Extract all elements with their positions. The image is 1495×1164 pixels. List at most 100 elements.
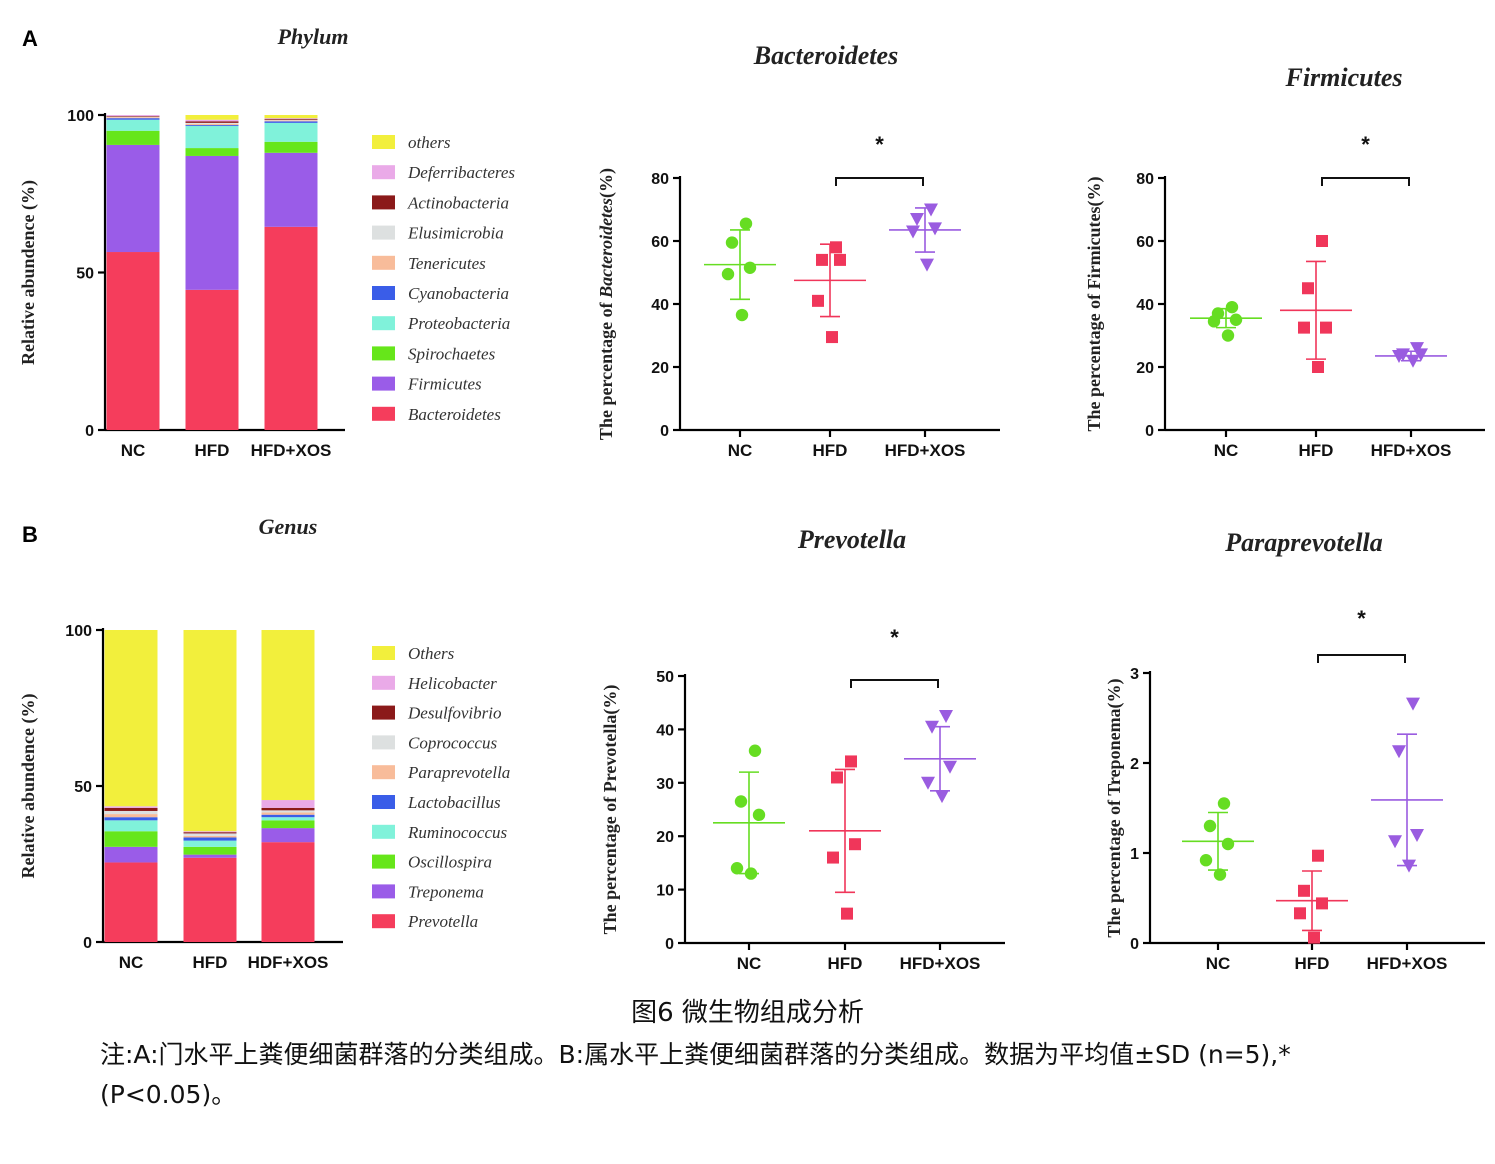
bar-segment-nc-cyanobacteria: [106, 118, 160, 120]
data-point-nc: [743, 261, 757, 274]
y-axis-label-prefix: The percentage of: [596, 298, 616, 440]
legend-swatch-ruminococcus: [372, 824, 395, 839]
data-point-hfd-xos: [920, 258, 934, 272]
x-tick-label-hfd-xos: HFD+XOS: [1367, 954, 1448, 973]
data-point-nc: [725, 236, 739, 249]
legend-label-firmicutes: Firmicutes: [407, 375, 482, 394]
y-tick-label: 40: [1136, 297, 1154, 314]
bar-segment-hfd-xos-deferribacteres: [264, 118, 318, 119]
legend-label-prevotella: Prevotella: [407, 912, 478, 931]
data-point-nc: [734, 795, 748, 808]
y-tick-label: 30: [656, 776, 674, 793]
panel-letter-b: B: [22, 522, 38, 547]
legend-swatch-coprococcus: [372, 735, 395, 750]
bar-segment-hfd-xos-spirochaetes: [264, 141, 318, 153]
y-axis-label-prefix: The percentage of: [1104, 796, 1124, 938]
y-tick-label: 20: [656, 829, 674, 846]
legend-label-spirochaetes: Spirochaetes: [408, 344, 496, 363]
legend-label-tenericutes: Tenericutes: [408, 254, 486, 273]
x-tick-label-hfd: HFD: [828, 954, 863, 973]
bar-segment-hfd-paraprevotella: [183, 835, 237, 838]
significance-bracket: [835, 177, 924, 186]
data-point-hfd: [1316, 235, 1328, 247]
y-tick-label: 0: [665, 936, 674, 953]
x-tick-label-hfd: HFD: [193, 953, 228, 972]
significance-bracket: [1321, 177, 1410, 186]
y-tick-label: 2: [1130, 756, 1139, 773]
legend-swatch-prevotella: [372, 914, 395, 929]
y-axis-label: Relative abundence (%): [18, 694, 39, 879]
legend-label-bacteroidetes: Bacteroidetes: [408, 405, 501, 424]
data-point-hfd-xos: [906, 225, 920, 239]
bar-segment-hfd-cyanobacteria: [185, 125, 239, 127]
legend-swatch-treponema: [372, 884, 395, 899]
data-point-hfd: [1316, 897, 1328, 910]
bar-segment-hfd-firmicutes: [185, 155, 239, 290]
data-point-nc: [1229, 313, 1243, 326]
data-point-hfd: [831, 771, 843, 784]
data-point-hfd: [816, 253, 828, 266]
bar-segment-hfd-xos-bacteroidetes: [264, 226, 318, 430]
bar-segment-nc-lactobacillus: [104, 817, 158, 821]
bar-segment-hdf-xos-others: [261, 630, 315, 801]
data-point-nc: [739, 217, 753, 230]
legend-swatch-others: [372, 646, 395, 660]
y-tick-label: 20: [1136, 360, 1154, 377]
bar-segment-hdf-xos-helicobacter: [261, 800, 315, 808]
data-point-hfd: [845, 755, 857, 768]
bar-segment-hfd-xos-firmicutes: [264, 152, 318, 227]
x-tick-label-nc: NC: [121, 441, 146, 460]
data-point-nc: [1203, 819, 1217, 833]
bar-segment-nc-spirochaetes: [106, 130, 160, 145]
bar-segment-nc-proteobacteria: [106, 119, 160, 131]
significance-star: *: [875, 132, 884, 157]
data-point-hfd-xos: [1388, 835, 1402, 849]
legend-swatch-actinobacteria: [372, 195, 395, 210]
y-axis-label: The percentage of Prevotella(%): [600, 685, 621, 935]
data-point-nc: [735, 308, 749, 322]
significance-bracket: [1317, 654, 1406, 663]
data-point-hfd: [1298, 884, 1310, 897]
bar-segment-hdf-xos-desulfovibrio: [261, 807, 315, 811]
bar-segment-nc-others: [104, 630, 158, 807]
data-point-hfd: [1312, 849, 1324, 862]
legend-swatch-paraprevotella: [372, 765, 395, 780]
legend-swatch-cyanobacteria: [372, 286, 395, 300]
data-point-nc: [1207, 315, 1221, 328]
legend-label-cyanobacteria: Cyanobacteria: [408, 284, 509, 303]
bar-segment-nc-oscillospira: [104, 831, 158, 847]
data-point-nc: [1217, 797, 1231, 810]
legend-swatch-proteobacteria: [372, 316, 395, 331]
bar-segment-nc-firmicutes: [106, 144, 160, 253]
y-axis-label-suffix: Firmicutes(%): [1084, 176, 1105, 289]
data-point-hfd: [812, 294, 824, 307]
chart-title: Phylum: [277, 24, 349, 49]
y-axis-label: The percentage of Bacteroidetes(%): [596, 168, 617, 440]
y-tick-label: 50: [76, 266, 94, 283]
data-point-hfd-xos: [928, 222, 942, 236]
bar-segment-hfd-desulfovibrio: [183, 832, 237, 834]
x-tick-label-hfd-xos: HFD+XOS: [900, 954, 981, 973]
chart-title: Paraprevotella: [1224, 528, 1382, 557]
bar-segment-hfd-xos-actinobacteria: [264, 118, 318, 120]
bar-segment-hdf-xos-treponema: [261, 828, 315, 843]
data-point-hfd-xos: [1392, 349, 1406, 363]
bar-segment-nc-desulfovibrio: [104, 807, 158, 811]
legend-label-elusimicrobia: Elusimicrobia: [407, 224, 504, 243]
bar-segment-hfd-proteobacteria: [185, 126, 239, 149]
data-point-nc: [748, 744, 762, 757]
bar-segment-hfd-xos-proteobacteria: [264, 122, 318, 142]
data-point-hfd-xos: [910, 212, 924, 226]
data-point-hfd: [1308, 931, 1320, 944]
phylum-stacked-bar-chart: Phylum 0 50 100 NC HFD HFD+XOS Relative abunden…: [18, 24, 515, 460]
data-point-hfd: [841, 907, 853, 920]
x-tick-label-nc: NC: [1214, 441, 1239, 460]
data-point-hfd: [834, 253, 846, 266]
y-tick-label: 40: [656, 722, 674, 739]
bar-segment-nc-elusimicrobia: [106, 116, 160, 118]
firmicutes-scatter-chart: Firmicutes 0 20 40 60 80 NC HFD HFD+XOS The perce…: [1084, 63, 1485, 460]
significance-bracket: [850, 679, 939, 688]
bar-segment-nc-tenericutes: [106, 117, 160, 119]
significance-star: *: [1357, 606, 1366, 631]
